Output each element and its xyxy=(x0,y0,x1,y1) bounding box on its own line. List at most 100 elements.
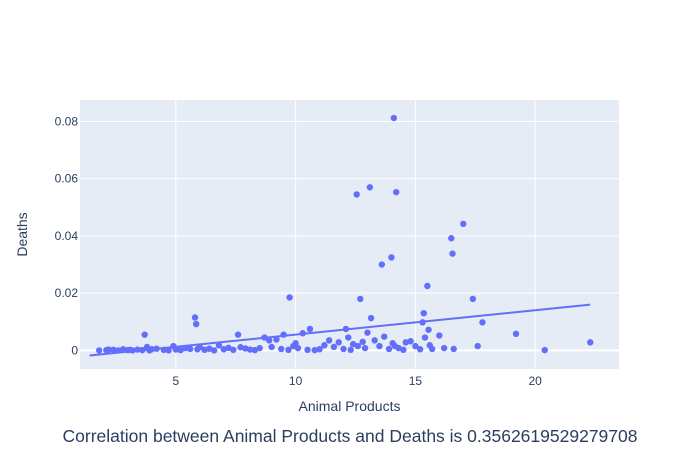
data-point[interactable] xyxy=(160,346,168,354)
data-point[interactable] xyxy=(388,254,395,261)
data-point[interactable] xyxy=(390,114,398,122)
data-point[interactable] xyxy=(304,346,311,354)
data-point[interactable] xyxy=(330,343,338,351)
data-point[interactable] xyxy=(371,337,378,344)
data-point[interactable] xyxy=(359,338,366,346)
data-point[interactable] xyxy=(347,346,354,354)
data-point[interactable] xyxy=(378,261,386,268)
data-point[interactable] xyxy=(280,331,287,338)
data-point[interactable] xyxy=(139,346,146,354)
data-point[interactable] xyxy=(266,337,273,344)
data-point[interactable] xyxy=(230,346,237,354)
data-point[interactable] xyxy=(148,346,156,353)
data-point[interactable] xyxy=(172,346,180,353)
data-point[interactable] xyxy=(479,319,486,326)
data-point[interactable] xyxy=(361,344,369,352)
data-point[interactable] xyxy=(182,344,189,352)
data-point[interactable] xyxy=(201,346,208,354)
data-point[interactable] xyxy=(436,332,443,339)
data-point[interactable] xyxy=(210,347,218,354)
data-point[interactable] xyxy=(261,334,268,341)
data-point[interactable] xyxy=(285,346,292,354)
data-point[interactable] xyxy=(381,333,388,340)
data-point[interactable] xyxy=(449,250,456,257)
data-point[interactable] xyxy=(321,342,328,349)
data-point[interactable] xyxy=(153,345,160,352)
data-point[interactable] xyxy=(110,346,117,354)
data-point[interactable] xyxy=(325,337,333,344)
y-tick-label: 0.08 xyxy=(55,114,79,128)
data-point[interactable] xyxy=(177,346,184,354)
data-point[interactable] xyxy=(278,345,285,353)
data-point[interactable] xyxy=(95,347,103,354)
data-point[interactable] xyxy=(251,346,259,354)
data-point[interactable] xyxy=(364,329,371,336)
data-point[interactable] xyxy=(268,343,275,351)
data-point[interactable] xyxy=(165,347,172,354)
data-point[interactable] xyxy=(306,325,314,333)
data-point[interactable] xyxy=(400,346,407,354)
data-point[interactable] xyxy=(141,331,148,338)
data-point[interactable] xyxy=(460,220,467,228)
data-point[interactable] xyxy=(416,346,424,353)
data-point[interactable] xyxy=(342,325,350,333)
data-point[interactable] xyxy=(335,339,342,346)
data-point[interactable] xyxy=(469,295,477,303)
data-point[interactable] xyxy=(237,344,244,351)
data-point[interactable] xyxy=(192,320,200,328)
data-point[interactable] xyxy=(424,282,431,290)
data-point[interactable] xyxy=(246,346,254,353)
data-point[interactable] xyxy=(292,340,299,347)
data-point[interactable] xyxy=(354,342,362,350)
data-point[interactable] xyxy=(419,319,426,326)
data-point[interactable] xyxy=(196,343,203,351)
data-point[interactable] xyxy=(215,342,223,349)
data-point[interactable] xyxy=(349,340,357,348)
data-point[interactable] xyxy=(412,342,419,350)
data-point[interactable] xyxy=(105,346,112,353)
correlation-caption: Correlation between Animal Products and … xyxy=(62,426,638,446)
data-point[interactable] xyxy=(587,339,594,346)
data-point[interactable] xyxy=(225,344,232,352)
x-axis-ticks: 5 10 15 20 xyxy=(172,374,542,388)
data-point[interactable] xyxy=(234,331,242,338)
data-point[interactable] xyxy=(129,347,136,354)
data-point[interactable] xyxy=(393,188,400,196)
data-point[interactable] xyxy=(420,309,427,317)
data-point[interactable] xyxy=(242,345,249,352)
data-point[interactable] xyxy=(273,336,280,343)
data-point[interactable] xyxy=(402,339,409,346)
data-point[interactable] xyxy=(425,326,432,333)
data-point[interactable] xyxy=(119,346,127,353)
data-point[interactable] xyxy=(286,294,293,301)
data-point[interactable] xyxy=(340,345,347,353)
data-point[interactable] xyxy=(191,314,199,321)
data-point[interactable] xyxy=(448,235,455,242)
data-point[interactable] xyxy=(376,342,383,350)
data-point[interactable] xyxy=(299,330,306,337)
data-point[interactable] xyxy=(421,334,429,341)
data-point[interactable] xyxy=(474,342,481,350)
data-point[interactable] xyxy=(428,345,436,353)
data-point[interactable] xyxy=(311,346,318,354)
x-axis-title: Animal Products xyxy=(299,398,401,414)
data-point[interactable] xyxy=(366,184,374,191)
data-point[interactable] xyxy=(407,338,414,345)
data-point[interactable] xyxy=(450,345,457,353)
data-point[interactable] xyxy=(256,344,263,352)
data-point[interactable] xyxy=(367,314,375,322)
data-point[interactable] xyxy=(353,191,360,198)
data-point[interactable] xyxy=(440,344,448,352)
data-point[interactable] xyxy=(385,345,393,353)
data-point[interactable] xyxy=(294,344,302,352)
data-point[interactable] xyxy=(345,334,352,341)
data-point[interactable] xyxy=(186,345,194,353)
data-point[interactable] xyxy=(134,346,141,353)
data-point[interactable] xyxy=(541,346,548,354)
data-point[interactable] xyxy=(115,347,122,354)
data-point[interactable] xyxy=(512,330,520,338)
y-axis-title: Deaths xyxy=(14,212,30,256)
data-point[interactable] xyxy=(357,295,364,303)
data-point[interactable] xyxy=(316,346,323,353)
